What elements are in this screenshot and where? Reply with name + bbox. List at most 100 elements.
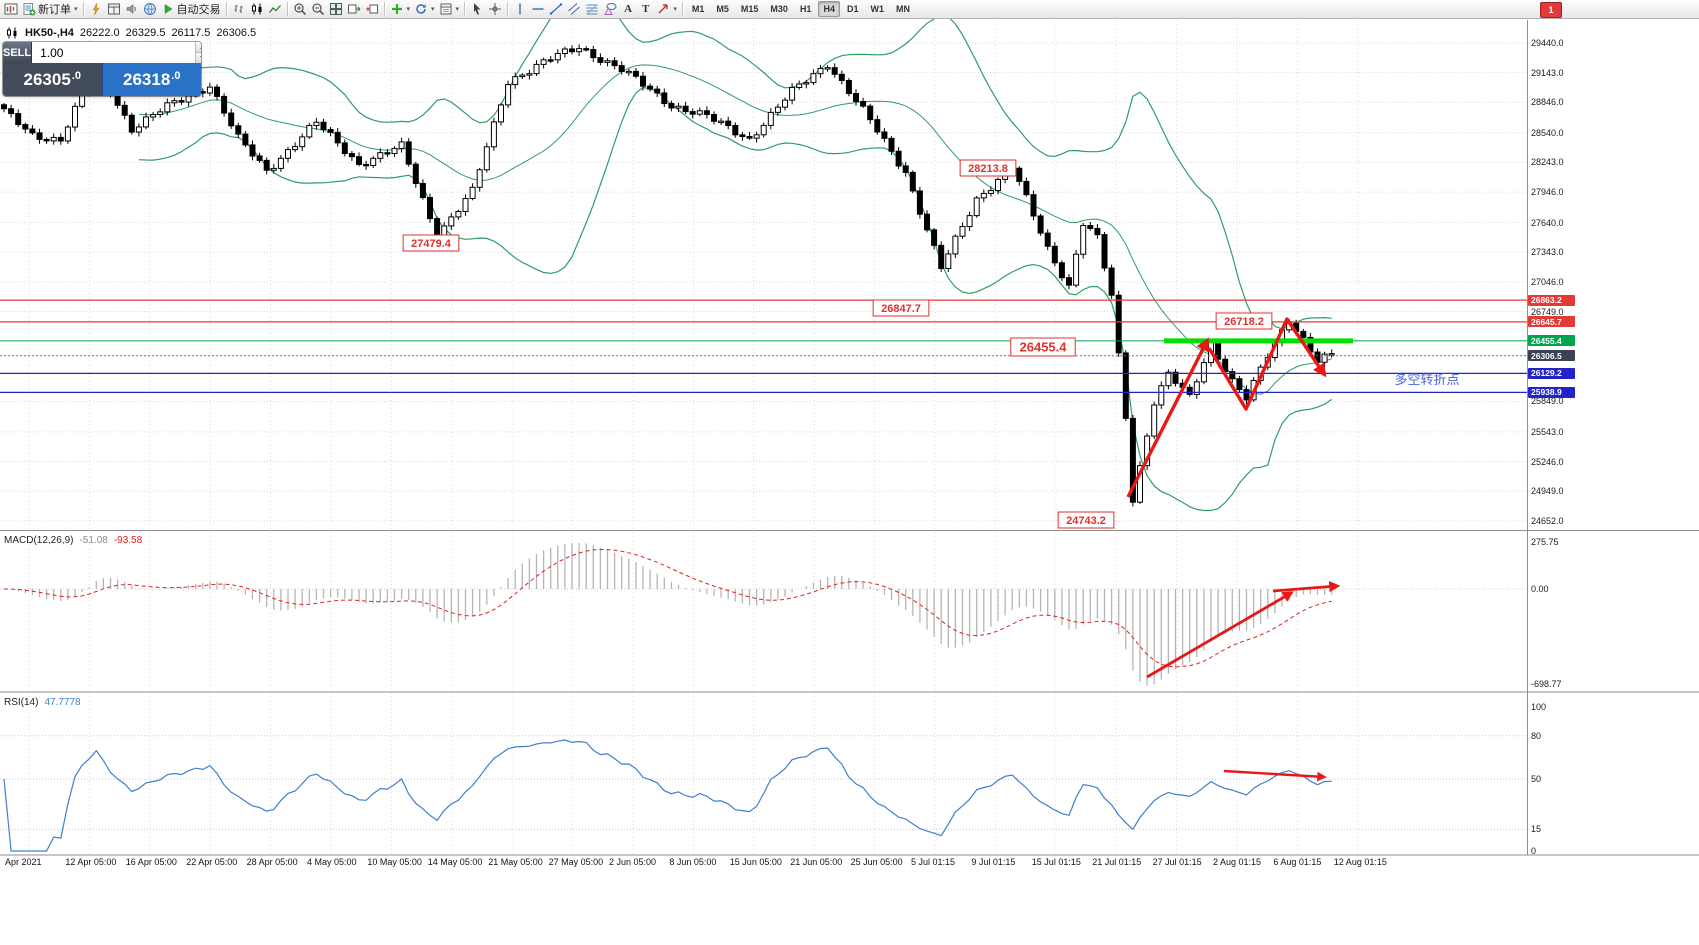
new-order-button[interactable]: 新订单 ▾	[20, 1, 80, 18]
chart-price-label[interactable]: 27479.4	[402, 234, 460, 252]
expert-advisors-icon[interactable]	[87, 1, 105, 18]
cursor-icon[interactable]	[468, 1, 486, 18]
indicators-add-icon[interactable]: ▾	[388, 1, 413, 18]
horizontal-line-icon[interactable]	[529, 1, 547, 18]
cross-glyph	[488, 2, 502, 16]
price-axis-label: 27946.0	[1531, 187, 1564, 198]
time-axis-label: Apr 2021	[5, 857, 42, 867]
ohlc-high: 26329.5	[125, 27, 166, 39]
chart-price-label[interactable]: 24743.2	[1057, 511, 1115, 529]
arrows-tool[interactable]: ▾	[654, 1, 679, 18]
tile-windows-icon[interactable]	[327, 1, 345, 18]
chart-price-label[interactable]: 26718.2	[1215, 312, 1273, 330]
macd-panel[interactable]	[0, 543, 1527, 686]
rsi-trend-arrow[interactable]	[1223, 769, 1327, 782]
chart-price-label[interactable]: 26455.4	[1010, 337, 1076, 357]
toolbar-separator	[225, 2, 227, 16]
chart-window-icon[interactable]	[2, 1, 20, 18]
price-axis-tag: 26455.4	[1528, 335, 1575, 347]
sell-price-main: 26305	[23, 69, 71, 89]
sell-price-button[interactable]: 26305.0	[3, 63, 102, 96]
time-axis-label: 4 May 05:00	[307, 857, 357, 867]
time-axis-label: 27 May 05:00	[548, 857, 604, 867]
price-trend-arrows[interactable]	[1126, 317, 1327, 498]
price-axis-label: 28540.0	[1531, 127, 1564, 138]
vline-glyph	[513, 2, 527, 16]
crosshair-icon[interactable]	[486, 1, 504, 18]
timeframe-button-m5[interactable]: M5	[716, 4, 729, 14]
templates-icon[interactable]: ▾	[437, 1, 462, 18]
equidistant-channel-icon[interactable]	[565, 1, 583, 18]
buy-price-frac: .0	[171, 70, 181, 82]
rsi-axis-label: 0	[1531, 846, 1537, 856]
auto-scroll-icon[interactable]	[345, 1, 363, 18]
sell-button[interactable]: SELL	[3, 42, 33, 63]
periods-icon[interactable]: ▾	[412, 1, 437, 18]
timeframe-button-h4[interactable]: H4	[818, 1, 840, 17]
price-axis-tag: 26306.5	[1528, 350, 1575, 362]
timeframe-button-m1[interactable]: M1	[691, 4, 705, 14]
macd-signal-value: -93.58	[113, 535, 143, 546]
alert-sound-icon[interactable]	[123, 1, 141, 18]
text-label-tool[interactable]: T	[637, 1, 654, 18]
zoom-in-icon[interactable]	[291, 1, 309, 18]
autotrading-button-label: 自动交易	[176, 4, 221, 16]
zoom-out-icon[interactable]	[309, 1, 327, 18]
dropdown-caret-icon: ▾	[431, 6, 435, 13]
time-axis-label: 21 Jun 05:00	[790, 857, 843, 867]
line-chart-icon[interactable]	[266, 1, 284, 18]
bar-chart-icon[interactable]	[230, 1, 248, 18]
dropdown-caret-icon: ▾	[406, 6, 411, 13]
template-glyph	[439, 2, 453, 16]
notification-badge[interactable]: 1	[1540, 2, 1562, 18]
sell-price-frac: .0	[71, 70, 81, 82]
candlestick-chart-icon[interactable]	[248, 1, 266, 18]
chartwin-glyph	[4, 2, 18, 16]
down-arrow-icon	[200, 56, 201, 60]
autoscroll-glyph	[347, 2, 361, 16]
fibo-glyph	[585, 2, 599, 16]
timeframe-button-d1[interactable]: D1	[846, 4, 859, 14]
rsi-axis-label: 15	[1531, 824, 1542, 835]
shift-glyph	[365, 2, 379, 16]
annotation-text[interactable]: 多空转折点	[1394, 372, 1459, 387]
rsi-value: 47.7778	[44, 697, 81, 708]
price-axis-label: 29440.0	[1531, 37, 1564, 48]
price-annotations[interactable]: 27479.4 28213.8 26847.7 26455.4 26718.2 24743…	[402, 159, 1273, 529]
timeframe-button-h1[interactable]: H1	[799, 4, 812, 14]
toolbar-separator	[286, 2, 288, 16]
volume-input[interactable]	[32, 42, 196, 63]
svg-text:27479.4: 27479.4	[411, 238, 452, 250]
chart-price-label[interactable]: 26847.7	[872, 299, 930, 317]
horizontal-level-lines[interactable]	[0, 299, 1527, 393]
price-axis[interactable]	[1528, 20, 1699, 855]
time-axis-label: 8 Jun 05:00	[669, 857, 717, 867]
volume-increase-button[interactable]	[196, 42, 201, 52]
chart-shift-icon[interactable]	[363, 1, 381, 18]
rsi-panel[interactable]	[0, 735, 1527, 852]
timeframe-button-m30[interactable]: M30	[770, 4, 788, 14]
refresh-glyph	[414, 2, 428, 16]
market-watch-icon[interactable]	[105, 1, 123, 18]
chart-price-label[interactable]: 28213.8	[959, 159, 1017, 177]
toolbar-separator	[383, 2, 385, 16]
up-arrow-icon	[200, 45, 201, 49]
text-tool[interactable]: A	[619, 1, 637, 18]
autotrading-button[interactable]: 自动交易	[159, 1, 223, 18]
vertical-line-icon[interactable]	[511, 1, 529, 18]
fibonacci-icon[interactable]	[583, 1, 601, 18]
macd-trend-arrows[interactable]	[1146, 581, 1341, 679]
volume-decrease-button[interactable]	[196, 52, 201, 63]
timeframe-button-mn[interactable]: MN	[895, 4, 910, 14]
news-icon[interactable]	[141, 1, 159, 18]
shapes-icon[interactable]	[601, 1, 619, 18]
mw-glyph	[107, 2, 121, 16]
timeframe-button-m15[interactable]: M15	[740, 4, 759, 14]
tile-glyph	[329, 2, 343, 16]
trendline-icon[interactable]	[547, 1, 565, 18]
timeframe-button-w1[interactable]: W1	[870, 4, 884, 14]
candlestick-series[interactable]	[1, 44, 1335, 507]
buy-price-button[interactable]: 26318.0	[101, 63, 201, 96]
